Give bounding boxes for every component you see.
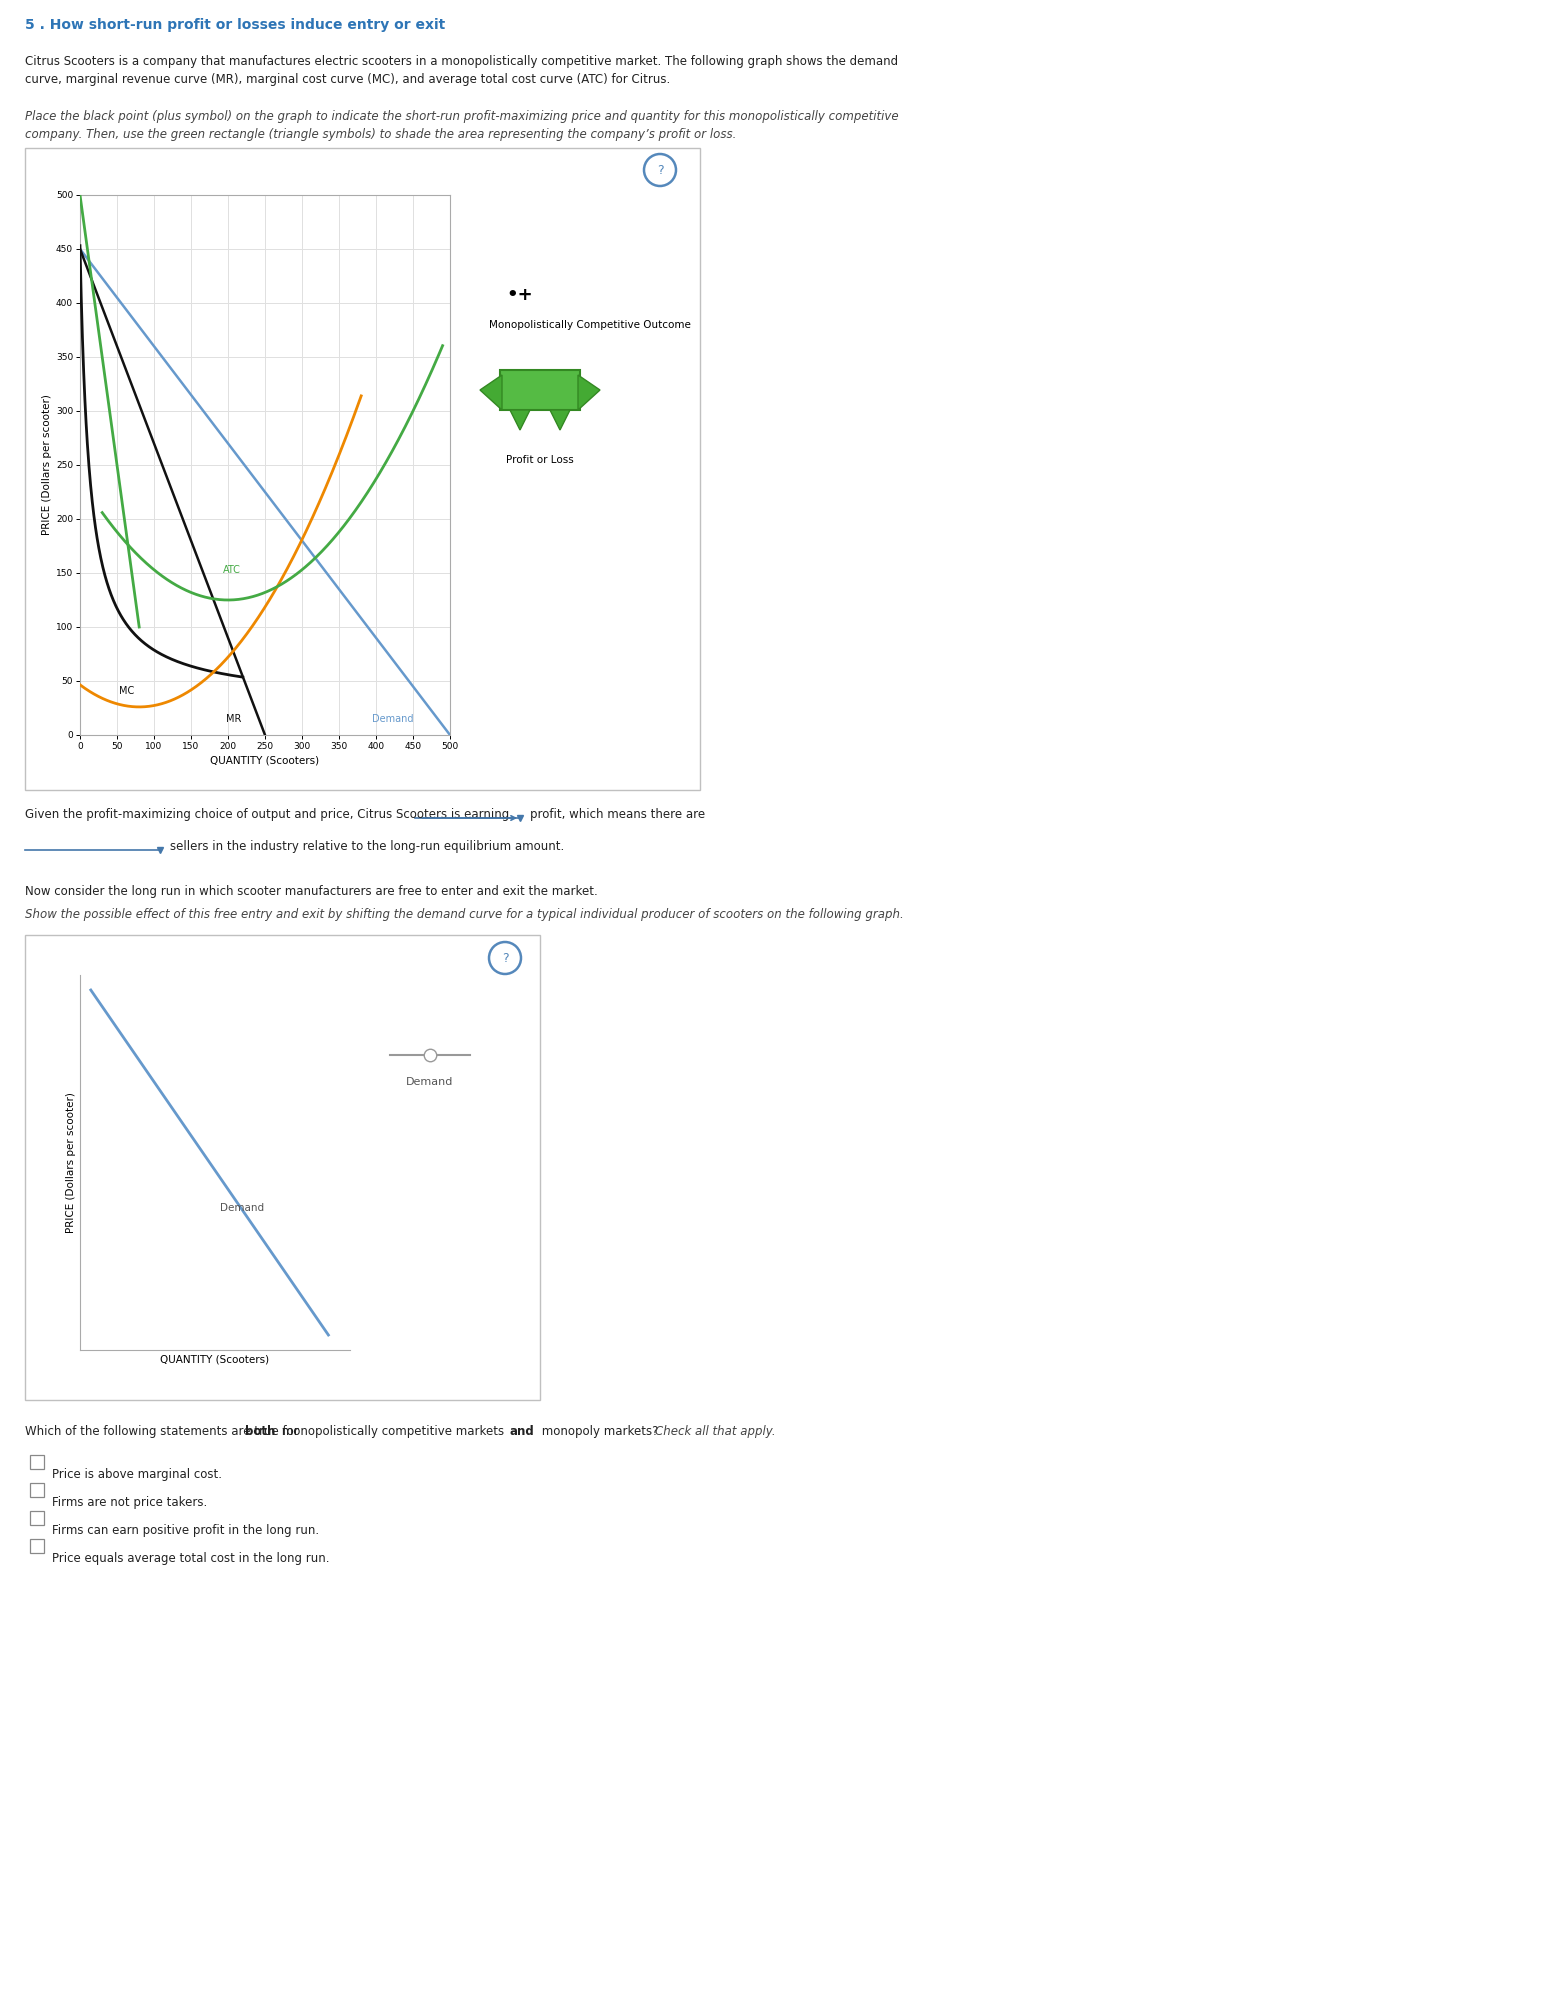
Text: Given the profit-maximizing choice of output and price, Citrus Scooters is earni: Given the profit-maximizing choice of ou… [25, 808, 510, 820]
Bar [29, 1484, 43, 1496]
Bar [29, 1512, 43, 1524]
Text: ?: ? [502, 952, 508, 964]
Text: Demand: Demand [406, 1076, 454, 1088]
Text: and: and [510, 1424, 535, 1438]
Text: Price equals average total cost in the long run.: Price equals average total cost in the l… [53, 1552, 329, 1564]
Text: •+: •+ [507, 286, 533, 304]
Text: ?: ? [657, 164, 663, 176]
Text: Profit or Loss: Profit or Loss [507, 456, 573, 464]
Text: Price is above marginal cost.: Price is above marginal cost. [53, 1468, 222, 1480]
Text: MR: MR [226, 714, 241, 724]
Y-axis label: PRICE (Dollars per scooter): PRICE (Dollars per scooter) [66, 1092, 76, 1232]
Bar [29, 1456, 43, 1468]
Text: Demand: Demand [221, 1204, 264, 1214]
X-axis label: QUANTITY (Scooters): QUANTITY (Scooters) [210, 756, 320, 766]
Text: Which of the following statements are true for: Which of the following statements are tr… [25, 1424, 303, 1438]
Text: Demand: Demand [372, 714, 414, 724]
Bar [29, 1540, 43, 1552]
Polygon shape [578, 376, 599, 410]
Polygon shape [510, 410, 530, 430]
X-axis label: QUANTITY (Scooters): QUANTITY (Scooters) [161, 1354, 269, 1364]
Bar [25, 148, 700, 790]
Text: Citrus Scooters is a company that manufactures electric scooters in a monopolist: Citrus Scooters is a company that manufa… [25, 54, 898, 68]
Text: Now consider the long run in which scooter manufacturers are free to enter and e: Now consider the long run in which scoot… [25, 884, 598, 898]
Text: ATC: ATC [222, 564, 241, 576]
Y-axis label: PRICE (Dollars per scooter): PRICE (Dollars per scooter) [42, 394, 51, 536]
Text: profit, which means there are: profit, which means there are [530, 808, 705, 820]
Text: Monopolistically Competitive Outcome: Monopolistically Competitive Outcome [490, 320, 691, 330]
Text: Place the black point (plus symbol) on the graph to indicate the short-run profi: Place the black point (plus symbol) on t… [25, 110, 899, 124]
Text: Firms are not price takers.: Firms are not price takers. [53, 1496, 207, 1508]
Text: Check all that apply.: Check all that apply. [655, 1424, 776, 1438]
Polygon shape [550, 410, 570, 430]
Text: Firms can earn positive profit in the long run.: Firms can earn positive profit in the lo… [53, 1524, 320, 1536]
Text: sellers in the industry relative to the long-run equilibrium amount.: sellers in the industry relative to the … [170, 840, 564, 852]
Text: company. Then, use the green rectangle (triangle symbols) to shade the area repr: company. Then, use the green rectangle (… [25, 128, 737, 140]
Text: Show the possible effect of this free entry and exit by shifting the demand curv: Show the possible effect of this free en… [25, 908, 904, 920]
Text: MC: MC [119, 686, 134, 696]
Text: monopoly markets?: monopoly markets? [538, 1424, 663, 1438]
Text: both: both [246, 1424, 275, 1438]
Bar [501, 370, 579, 410]
Bar [25, 936, 541, 1400]
Text: 5 . How short-run profit or losses induce entry or exit: 5 . How short-run profit or losses induc… [25, 18, 445, 32]
Polygon shape [480, 376, 502, 410]
Text: monopolistically competitive markets: monopolistically competitive markets [278, 1424, 508, 1438]
Text: curve, marginal revenue curve (MR), marginal cost curve (MC), and average total : curve, marginal revenue curve (MR), marg… [25, 72, 671, 86]
